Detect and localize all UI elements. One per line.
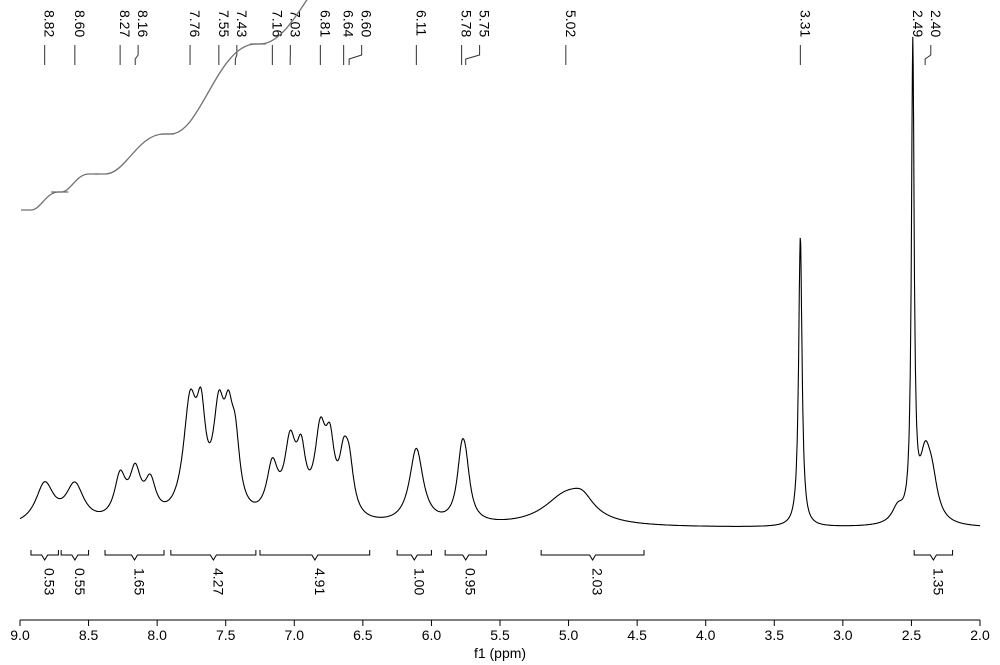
peak-label: 7.76: [187, 10, 203, 37]
x-tick-label: 5.0: [559, 627, 579, 643]
integral-bracket: [171, 550, 256, 560]
peak-label: 8.27: [117, 10, 133, 37]
peak-marker: [349, 45, 362, 65]
peak-label: 8.60: [72, 10, 88, 37]
integral-bracket: [914, 550, 952, 560]
peak-label: 7.55: [216, 10, 232, 37]
peak-label: 7.43: [234, 10, 250, 37]
integral-bracket: [31, 550, 58, 560]
x-tick-label: 5.5: [490, 627, 510, 643]
integral-value: 4.91: [312, 568, 328, 595]
x-tick-label: 7.5: [216, 627, 236, 643]
x-tick-label: 6.0: [422, 627, 442, 643]
peak-label: 2.40: [928, 10, 944, 37]
x-axis: 9.0 8.5 8.0 7.5 7.0 6.5 6.0 5.5 5.0 4.5 4.0 3.5 3.0 2…: [10, 620, 990, 661]
peak-marker: [466, 45, 480, 65]
integral-value: 0.55: [72, 568, 88, 595]
peak-marker: [135, 45, 138, 65]
x-tick-label: 8.5: [79, 627, 99, 643]
integral-bracket: [260, 550, 370, 560]
peak-label: 8.82: [42, 10, 58, 37]
x-tick-label: 4.0: [696, 627, 716, 643]
x-tick-label: 4.5: [627, 627, 647, 643]
integral-bracket: [61, 550, 88, 560]
x-tick-label: 3.0: [833, 627, 853, 643]
integral-curve: [161, 44, 266, 134]
nmr-spectrum: 8.828.608.278.167.767.557.437.167.036.81…: [0, 0, 1000, 665]
integral-curve: [21, 192, 68, 210]
peak-labels: 8.828.608.278.167.767.557.437.167.036.81…: [42, 10, 944, 65]
x-axis-label: f1 (ppm): [474, 645, 526, 661]
integral-value: 1.65: [132, 568, 148, 595]
peak-marker: [235, 45, 237, 65]
integral-value: 4.27: [210, 568, 226, 595]
integral-brackets: 0.53 0.55 1.65 4.27 4.91 1.00 0.95 2.03 1.35: [31, 550, 953, 595]
integral-value: 0.53: [42, 568, 58, 595]
integral-value: 1.00: [411, 568, 427, 595]
x-tick-label: 9.0: [10, 627, 30, 643]
integral-bracket: [105, 550, 164, 560]
peak-label: 6.64: [341, 10, 357, 37]
integral-value: 1.35: [930, 568, 946, 595]
x-tick-label: 2.5: [902, 627, 922, 643]
peak-label: 5.78: [459, 10, 475, 37]
integral-value: 2.03: [590, 568, 606, 595]
integral-bracket: [445, 550, 486, 560]
integral-curve: [95, 134, 174, 174]
spectrum-trace: [20, 37, 980, 527]
spectrum-line: [20, 37, 980, 527]
integral-bracket: [397, 550, 431, 560]
peak-label: 6.60: [359, 10, 375, 37]
x-tick-label: 2.0: [970, 627, 990, 643]
x-tick-label: 6.5: [353, 627, 373, 643]
integral-value: 0.95: [463, 568, 479, 595]
peak-marker: [925, 45, 931, 65]
x-tick-label: 3.5: [765, 627, 785, 643]
peak-label: 8.16: [135, 10, 151, 37]
peak-label: 6.81: [317, 10, 333, 37]
x-tick-label: 8.0: [147, 627, 167, 643]
peak-label: 2.49: [910, 10, 926, 37]
integral-bracket: [541, 550, 644, 560]
peak-label: 3.31: [797, 10, 813, 37]
peak-label: 7.16: [269, 10, 285, 37]
peak-label: 5.02: [563, 10, 579, 37]
peak-label: 6.11: [413, 10, 429, 36]
peak-label: 5.75: [477, 10, 493, 37]
integral-curve: [51, 174, 98, 192]
x-tick-label: 7.0: [285, 627, 305, 643]
